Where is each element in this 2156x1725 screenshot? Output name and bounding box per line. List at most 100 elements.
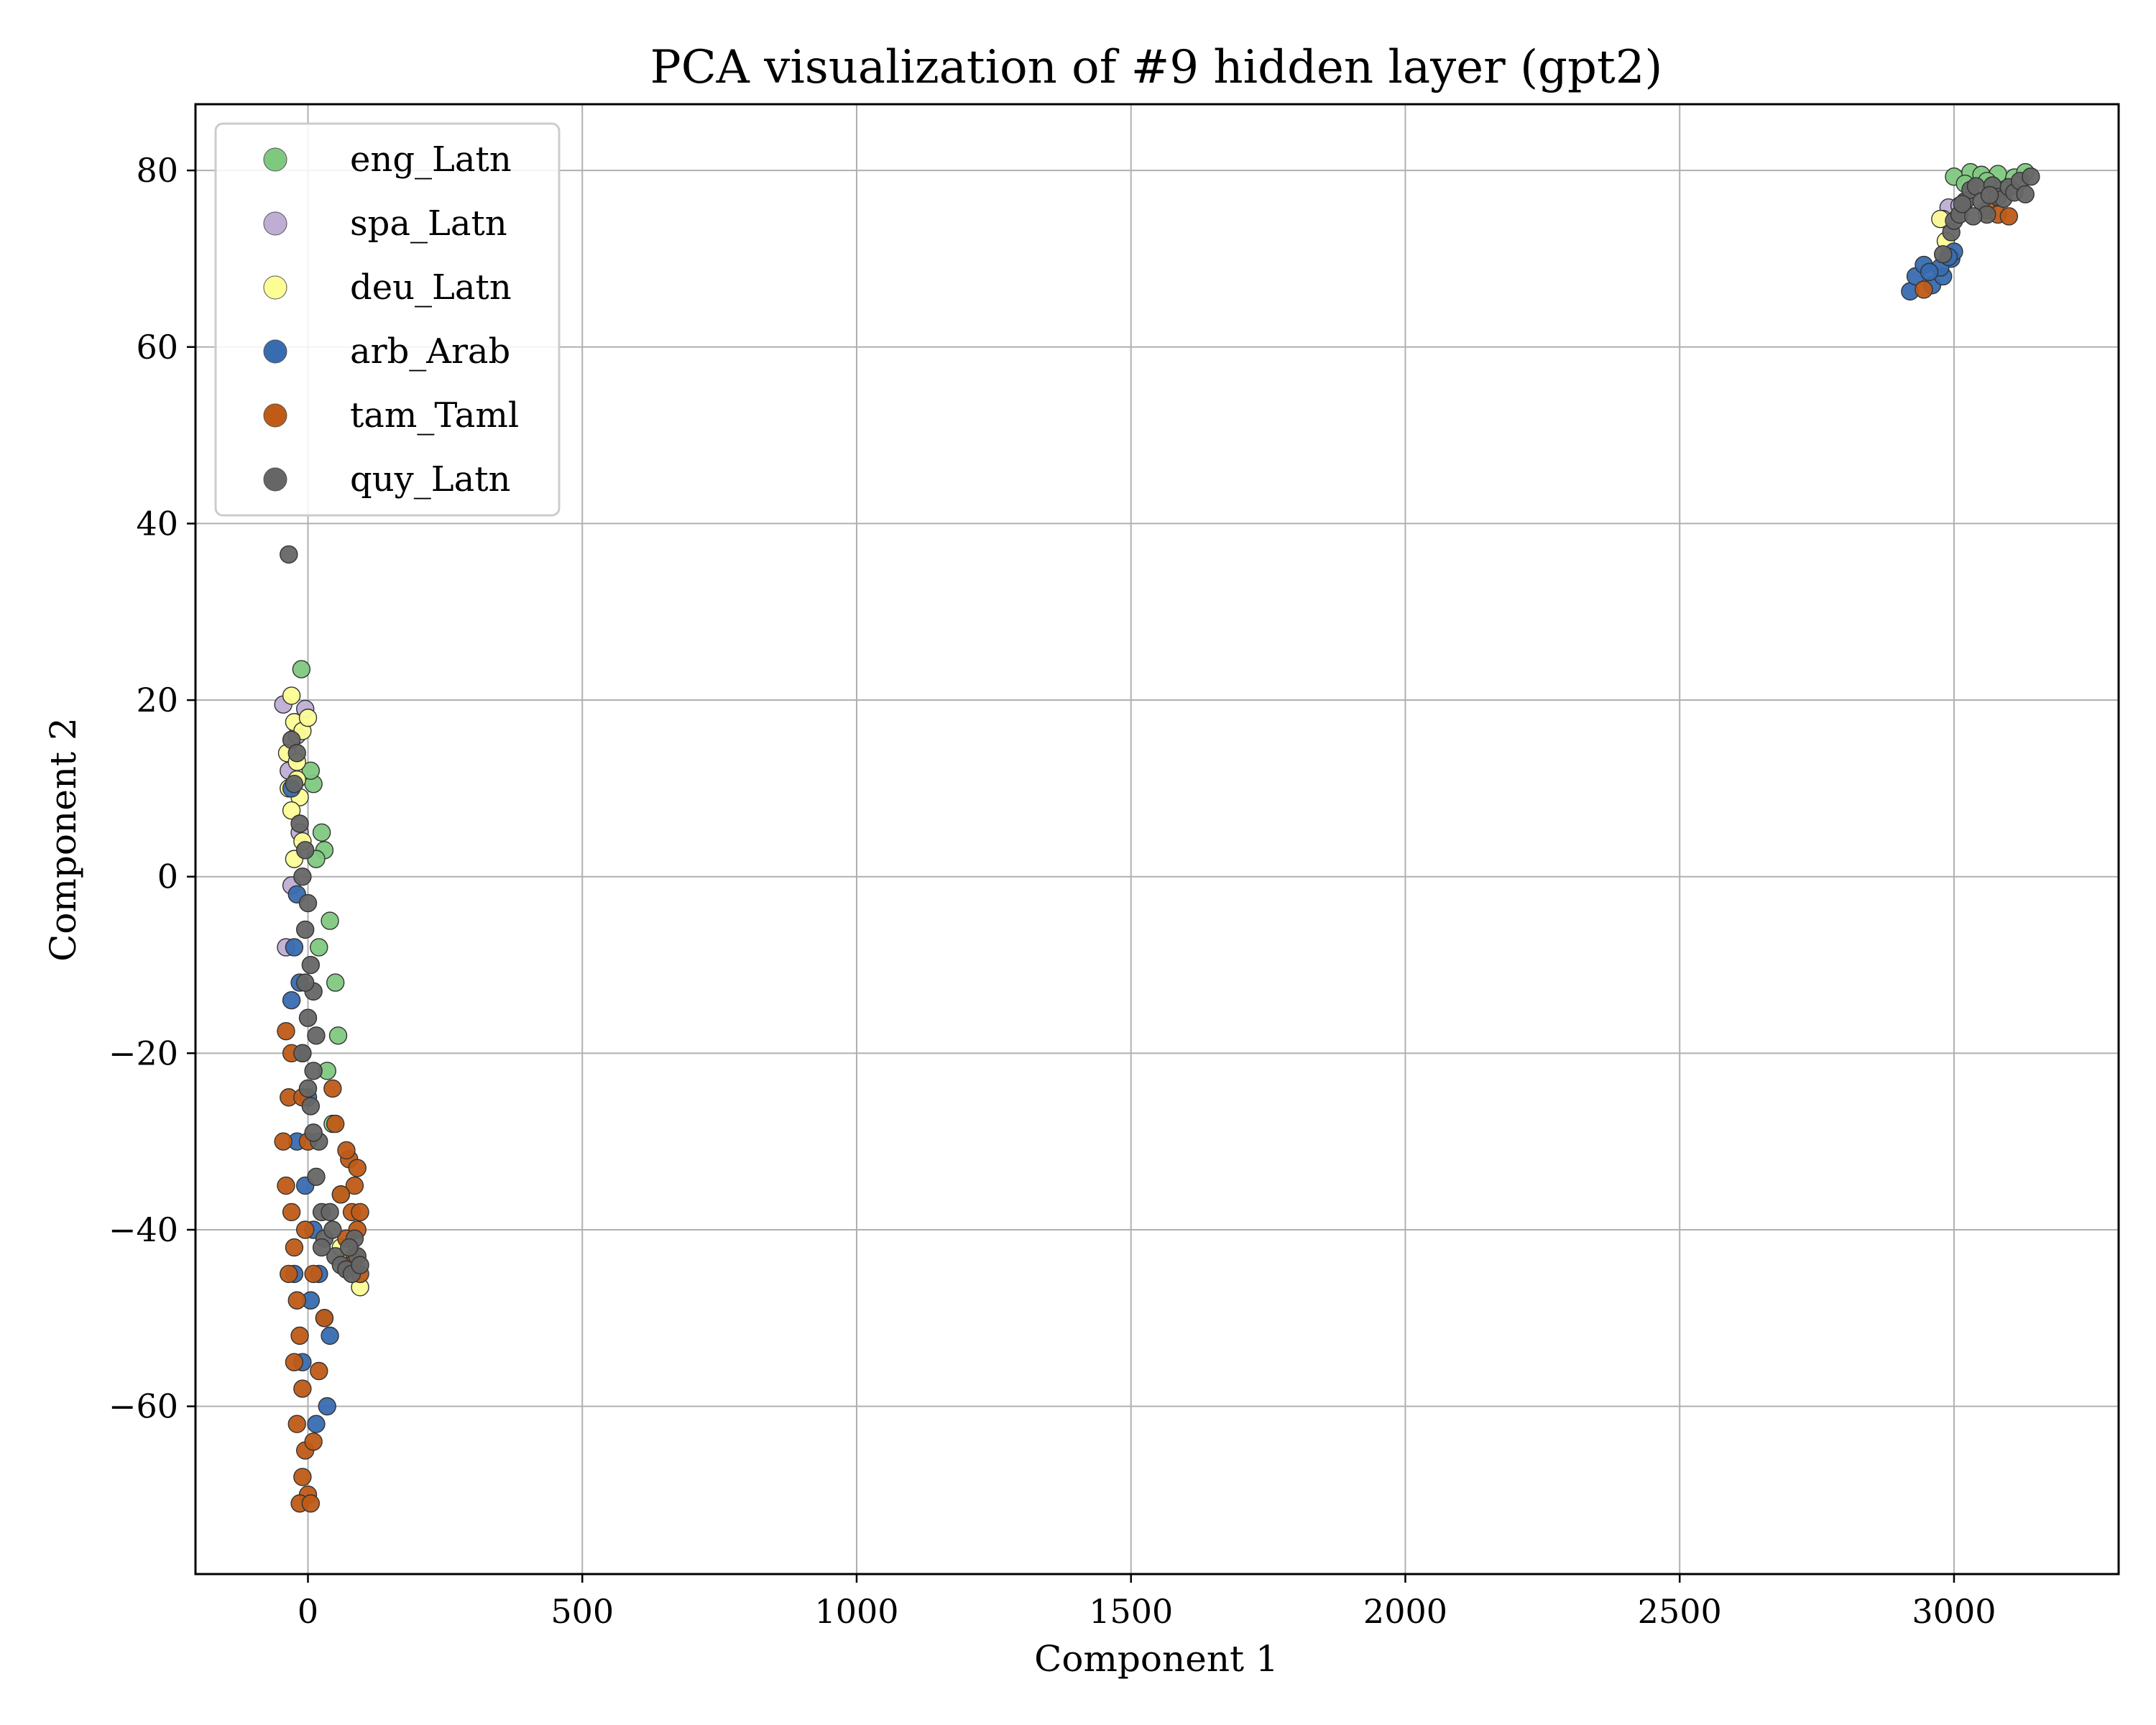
data-point bbox=[304, 1062, 323, 1080]
data-point bbox=[285, 1238, 304, 1257]
x-tick-label: 2500 bbox=[1638, 1592, 1722, 1631]
data-point bbox=[315, 1309, 334, 1328]
legend-marker bbox=[263, 403, 287, 428]
legend-label: arb_Arab bbox=[350, 331, 510, 372]
data-point bbox=[321, 1202, 339, 1222]
data-point bbox=[293, 1468, 312, 1486]
x-tick-label: 3000 bbox=[1912, 1592, 1996, 1631]
data-point bbox=[337, 1141, 356, 1160]
data-point bbox=[310, 1361, 328, 1381]
data-point bbox=[287, 1414, 306, 1433]
y-tick-label: 0 bbox=[157, 857, 178, 896]
data-point bbox=[298, 893, 318, 913]
data-point bbox=[293, 1379, 312, 1398]
x-tick-label: 500 bbox=[550, 1592, 614, 1631]
data-point bbox=[301, 1097, 321, 1116]
legend-entry: eng_Latn bbox=[263, 139, 512, 180]
x-tick-label: 1000 bbox=[814, 1592, 898, 1631]
data-point bbox=[345, 1176, 364, 1195]
legend-entry: quy_Latn bbox=[263, 459, 510, 500]
data-point bbox=[351, 1256, 369, 1274]
legend-marker bbox=[263, 275, 287, 300]
data-point bbox=[1933, 245, 1953, 264]
data-point bbox=[321, 911, 339, 930]
data-point bbox=[312, 823, 331, 842]
data-point bbox=[285, 1353, 304, 1371]
data-point bbox=[1980, 185, 1999, 205]
data-point bbox=[293, 867, 312, 886]
legend-label: tam_Taml bbox=[350, 395, 519, 436]
data-point bbox=[285, 938, 304, 957]
data-point bbox=[298, 1079, 318, 1098]
data-point bbox=[280, 1264, 298, 1284]
y-tick-label: 40 bbox=[136, 504, 178, 543]
legend-entries: eng_Latn spa_Latn deu_Latn arb_Arab tam_Taml… bbox=[263, 139, 519, 500]
data-point bbox=[304, 1123, 323, 1142]
legend-entry: deu_Latn bbox=[263, 267, 512, 308]
data-point bbox=[295, 973, 315, 992]
data-point bbox=[318, 1397, 336, 1416]
legend-box bbox=[214, 122, 561, 517]
data-point bbox=[1953, 195, 1972, 213]
legend: eng_Latn spa_Latn deu_Latn arb_Arab tam_Taml… bbox=[214, 122, 561, 517]
data-point bbox=[282, 686, 301, 705]
data-point bbox=[331, 1185, 351, 1204]
data-point bbox=[307, 1414, 326, 1433]
data-point bbox=[323, 1220, 342, 1239]
data-point bbox=[290, 1326, 309, 1346]
data-point bbox=[287, 744, 306, 763]
data-point bbox=[301, 1494, 321, 1513]
data-point bbox=[1920, 262, 1939, 282]
legend-label: deu_Latn bbox=[350, 267, 512, 308]
data-point bbox=[277, 1176, 295, 1195]
data-point bbox=[1999, 207, 2019, 226]
y-tick-label: −60 bbox=[109, 1387, 178, 1426]
axis-ticks: 0 500 1000 1500 2000 2500 3000 −60 −40 −20 0 20 40 60… bbox=[109, 151, 1996, 1631]
legend-marker bbox=[263, 339, 287, 364]
data-point bbox=[326, 1114, 345, 1133]
data-point bbox=[304, 1264, 323, 1284]
legend-entry: spa_Latn bbox=[263, 203, 507, 244]
data-point bbox=[274, 1132, 292, 1151]
y-axis-label: Component 2 bbox=[42, 717, 84, 962]
y-tick-label: −20 bbox=[109, 1034, 178, 1072]
series-quy_Latn bbox=[280, 167, 2040, 1284]
data-point bbox=[280, 545, 298, 564]
data-point bbox=[287, 1291, 306, 1310]
y-tick-label: 80 bbox=[136, 151, 178, 190]
data-point bbox=[277, 1021, 295, 1041]
data-point bbox=[282, 990, 301, 1010]
data-point bbox=[2022, 167, 2040, 186]
grid bbox=[195, 104, 2119, 1574]
data-point bbox=[312, 1238, 331, 1257]
data-point bbox=[307, 1026, 326, 1045]
data-point bbox=[295, 841, 315, 860]
data-point bbox=[295, 1220, 315, 1239]
legend-label: spa_Latn bbox=[350, 203, 507, 244]
data-point bbox=[282, 1202, 301, 1222]
y-tick-label: −40 bbox=[109, 1210, 178, 1249]
data-point bbox=[301, 955, 321, 975]
legend-label: quy_Latn bbox=[350, 459, 510, 500]
legend-entry: arb_Arab bbox=[263, 331, 510, 372]
legend-label: eng_Latn bbox=[350, 139, 512, 180]
data-point bbox=[290, 814, 309, 833]
data-point bbox=[304, 1432, 323, 1451]
data-point bbox=[1915, 280, 1933, 299]
x-tick-label: 0 bbox=[298, 1592, 318, 1631]
data-point bbox=[307, 1167, 326, 1186]
x-tick-label: 2000 bbox=[1363, 1592, 1447, 1631]
x-axis-label: Component 1 bbox=[1034, 1638, 1279, 1680]
chart-title: PCA visualization of #9 hidden layer (gp… bbox=[650, 41, 1663, 94]
data-point bbox=[323, 1079, 342, 1098]
y-tick-label: 60 bbox=[136, 328, 178, 367]
data-point bbox=[298, 1008, 318, 1027]
data-point bbox=[321, 1326, 339, 1346]
data-point bbox=[301, 761, 321, 781]
data-point bbox=[328, 1026, 348, 1045]
data-point bbox=[285, 775, 304, 794]
data-point bbox=[282, 801, 301, 820]
data-point bbox=[326, 973, 345, 992]
x-tick-label: 1500 bbox=[1089, 1592, 1173, 1631]
data-point bbox=[293, 1044, 312, 1063]
